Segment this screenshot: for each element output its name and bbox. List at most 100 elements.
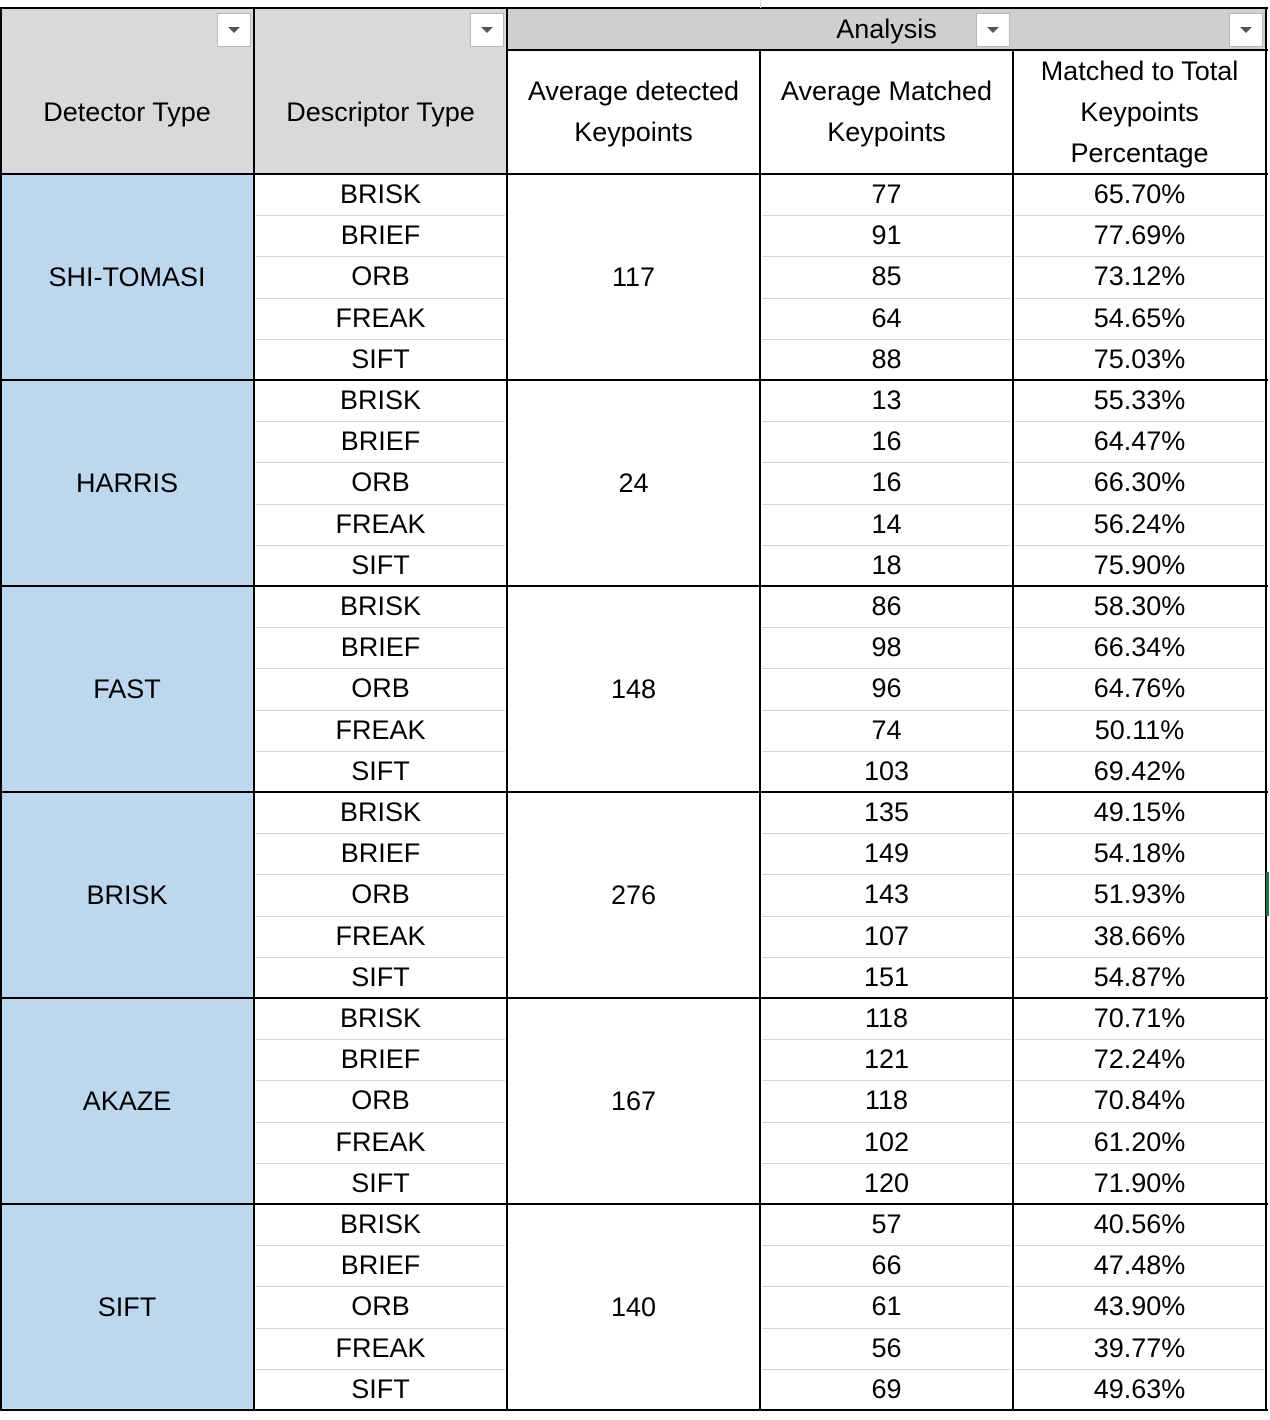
descriptor-type-cell[interactable]: BRIEF: [340, 632, 421, 663]
avg-matched-cell[interactable]: 56: [871, 1332, 902, 1363]
matched-percentage-cell[interactable]: 40.56%: [1093, 1209, 1186, 1240]
descriptor-type-cell[interactable]: BRISK: [339, 1003, 422, 1034]
avg-matched-cell[interactable]: 118: [864, 1003, 909, 1034]
matched-percentage-cell[interactable]: 70.84%: [1093, 1085, 1186, 1116]
matched-percentage-cell[interactable]: 65.70%: [1093, 179, 1186, 210]
avg-matched-cell[interactable]: 16: [871, 426, 902, 457]
avg-matched-cell[interactable]: 103: [863, 755, 910, 786]
avg-detected-cell[interactable]: 140: [610, 1291, 657, 1322]
avg-matched-cell[interactable]: 69: [871, 1373, 902, 1404]
matched-percentage-cell[interactable]: 66.30%: [1093, 467, 1186, 498]
matched-percentage-cell[interactable]: 70.71%: [1093, 1003, 1186, 1034]
descriptor-type-cell[interactable]: BRIEF: [340, 838, 421, 869]
matched-percentage-cell[interactable]: 75.90%: [1093, 549, 1186, 580]
matched-percentage-cell[interactable]: 64.47%: [1093, 426, 1186, 457]
descriptor-type-cell[interactable]: SIFT: [351, 549, 410, 580]
matched-percentage-cell[interactable]: 54.65%: [1093, 302, 1186, 333]
descriptor-type-cell[interactable]: FREAK: [335, 302, 426, 333]
descriptor-type-cell[interactable]: BRISK: [339, 385, 422, 416]
matched-percentage-cell[interactable]: 73.12%: [1093, 261, 1186, 292]
matched-percentage-cell[interactable]: 61.20%: [1093, 1126, 1186, 1157]
avg-matched-cell[interactable]: 66: [871, 1250, 902, 1281]
matched-percentage-cell[interactable]: 50.11%: [1094, 714, 1185, 745]
avg-detected-cell[interactable]: 148: [610, 673, 657, 704]
avg-matched-cell[interactable]: 74: [871, 714, 902, 745]
descriptor-type-cell[interactable]: FREAK: [335, 920, 426, 951]
avg-detected-cell[interactable]: 24: [618, 467, 649, 498]
descriptor-type-cell[interactable]: SIFT: [351, 961, 410, 992]
descriptor-type-cell[interactable]: FREAK: [335, 508, 426, 539]
avg-matched-cell[interactable]: 85: [871, 261, 902, 292]
descriptor-type-cell[interactable]: BRISK: [339, 797, 422, 828]
avg-matched-cell[interactable]: 18: [871, 549, 902, 580]
avg-matched-cell[interactable]: 13: [871, 385, 902, 416]
matched-percentage-cell[interactable]: 54.18%: [1093, 838, 1186, 869]
matched-percentage-cell[interactable]: 64.76%: [1093, 673, 1186, 704]
avg-matched-cell[interactable]: 120: [863, 1167, 910, 1198]
matched-percentage-cell[interactable]: 47.48%: [1093, 1250, 1186, 1281]
descriptor-type-cell[interactable]: SIFT: [351, 755, 410, 786]
matched-percentage-cell[interactable]: 66.34%: [1093, 632, 1186, 663]
avg-matched-cell[interactable]: 86: [871, 591, 902, 622]
matched-percentage-cell[interactable]: 51.93%: [1093, 879, 1186, 910]
filter-dropdown-button[interactable]: [217, 13, 251, 47]
avg-matched-cell[interactable]: 61: [871, 1291, 902, 1322]
matched-percentage-cell[interactable]: 49.63%: [1093, 1373, 1186, 1404]
avg-matched-cell[interactable]: 135: [863, 797, 910, 828]
matched-percentage-cell[interactable]: 43.90%: [1093, 1291, 1186, 1322]
detector-type-cell[interactable]: SIFT: [0, 1204, 254, 1410]
avg-matched-cell[interactable]: 77: [871, 179, 902, 210]
filter-dropdown-button[interactable]: [976, 13, 1010, 47]
avg-detected-cell[interactable]: 117: [611, 261, 656, 292]
avg-matched-cell[interactable]: 64: [871, 302, 902, 333]
avg-matched-cell[interactable]: 121: [863, 1044, 910, 1075]
matched-percentage-cell[interactable]: 72.24%: [1093, 1044, 1186, 1075]
detector-type-cell[interactable]: BRISK: [0, 792, 254, 998]
matched-percentage-cell[interactable]: 75.03%: [1093, 343, 1186, 374]
descriptor-type-cell[interactable]: SIFT: [351, 1167, 410, 1198]
filter-dropdown-button[interactable]: [1229, 13, 1263, 47]
matched-percentage-cell[interactable]: 39.77%: [1093, 1332, 1186, 1363]
descriptor-type-cell[interactable]: ORB: [351, 673, 410, 704]
header-cell-descriptor-type[interactable]: [254, 8, 507, 174]
avg-matched-cell[interactable]: 149: [863, 838, 910, 869]
avg-matched-cell[interactable]: 151: [863, 961, 910, 992]
descriptor-type-cell[interactable]: ORB: [351, 1291, 410, 1322]
descriptor-type-cell[interactable]: BRIEF: [340, 426, 421, 457]
descriptor-type-cell[interactable]: ORB: [351, 261, 410, 292]
descriptor-type-cell[interactable]: BRISK: [339, 1209, 422, 1240]
descriptor-type-cell[interactable]: SIFT: [351, 1373, 410, 1404]
descriptor-type-cell[interactable]: BRIEF: [340, 1250, 421, 1281]
avg-matched-cell[interactable]: 57: [871, 1209, 902, 1240]
descriptor-type-cell[interactable]: BRIEF: [340, 1044, 421, 1075]
descriptor-type-cell[interactable]: ORB: [351, 879, 410, 910]
detector-type-cell[interactable]: SHI-TOMASI: [0, 174, 254, 380]
descriptor-type-cell[interactable]: FREAK: [335, 1126, 426, 1157]
avg-detected-cell[interactable]: 276: [610, 879, 657, 910]
detector-type-cell[interactable]: AKAZE: [0, 998, 254, 1204]
descriptor-type-cell[interactable]: ORB: [351, 467, 410, 498]
descriptor-type-cell[interactable]: FREAK: [335, 714, 426, 745]
avg-matched-cell[interactable]: 91: [871, 220, 902, 251]
avg-matched-cell[interactable]: 14: [871, 508, 902, 539]
matched-percentage-cell[interactable]: 54.87%: [1093, 961, 1186, 992]
detector-type-cell[interactable]: HARRIS: [0, 380, 254, 586]
matched-percentage-cell[interactable]: 77.69%: [1093, 220, 1186, 251]
matched-percentage-cell[interactable]: 71.90%: [1093, 1167, 1186, 1198]
descriptor-type-cell[interactable]: ORB: [351, 1085, 410, 1116]
avg-matched-cell[interactable]: 143: [863, 879, 910, 910]
avg-detected-cell[interactable]: 167: [610, 1085, 657, 1116]
avg-matched-cell[interactable]: 102: [863, 1126, 910, 1157]
descriptor-type-cell[interactable]: BRISK: [339, 591, 422, 622]
header-cell-detector-type[interactable]: [0, 8, 254, 174]
matched-percentage-cell[interactable]: 69.42%: [1093, 755, 1186, 786]
avg-matched-cell[interactable]: 118: [864, 1085, 909, 1116]
avg-matched-cell[interactable]: 98: [871, 632, 902, 663]
descriptor-type-cell[interactable]: SIFT: [351, 343, 410, 374]
matched-percentage-cell[interactable]: 55.33%: [1093, 385, 1186, 416]
matched-percentage-cell[interactable]: 56.24%: [1093, 508, 1186, 539]
filter-dropdown-button[interactable]: [470, 13, 504, 47]
avg-matched-cell[interactable]: 16: [871, 467, 902, 498]
detector-type-cell[interactable]: FAST: [0, 586, 254, 792]
descriptor-type-cell[interactable]: FREAK: [335, 1332, 426, 1363]
